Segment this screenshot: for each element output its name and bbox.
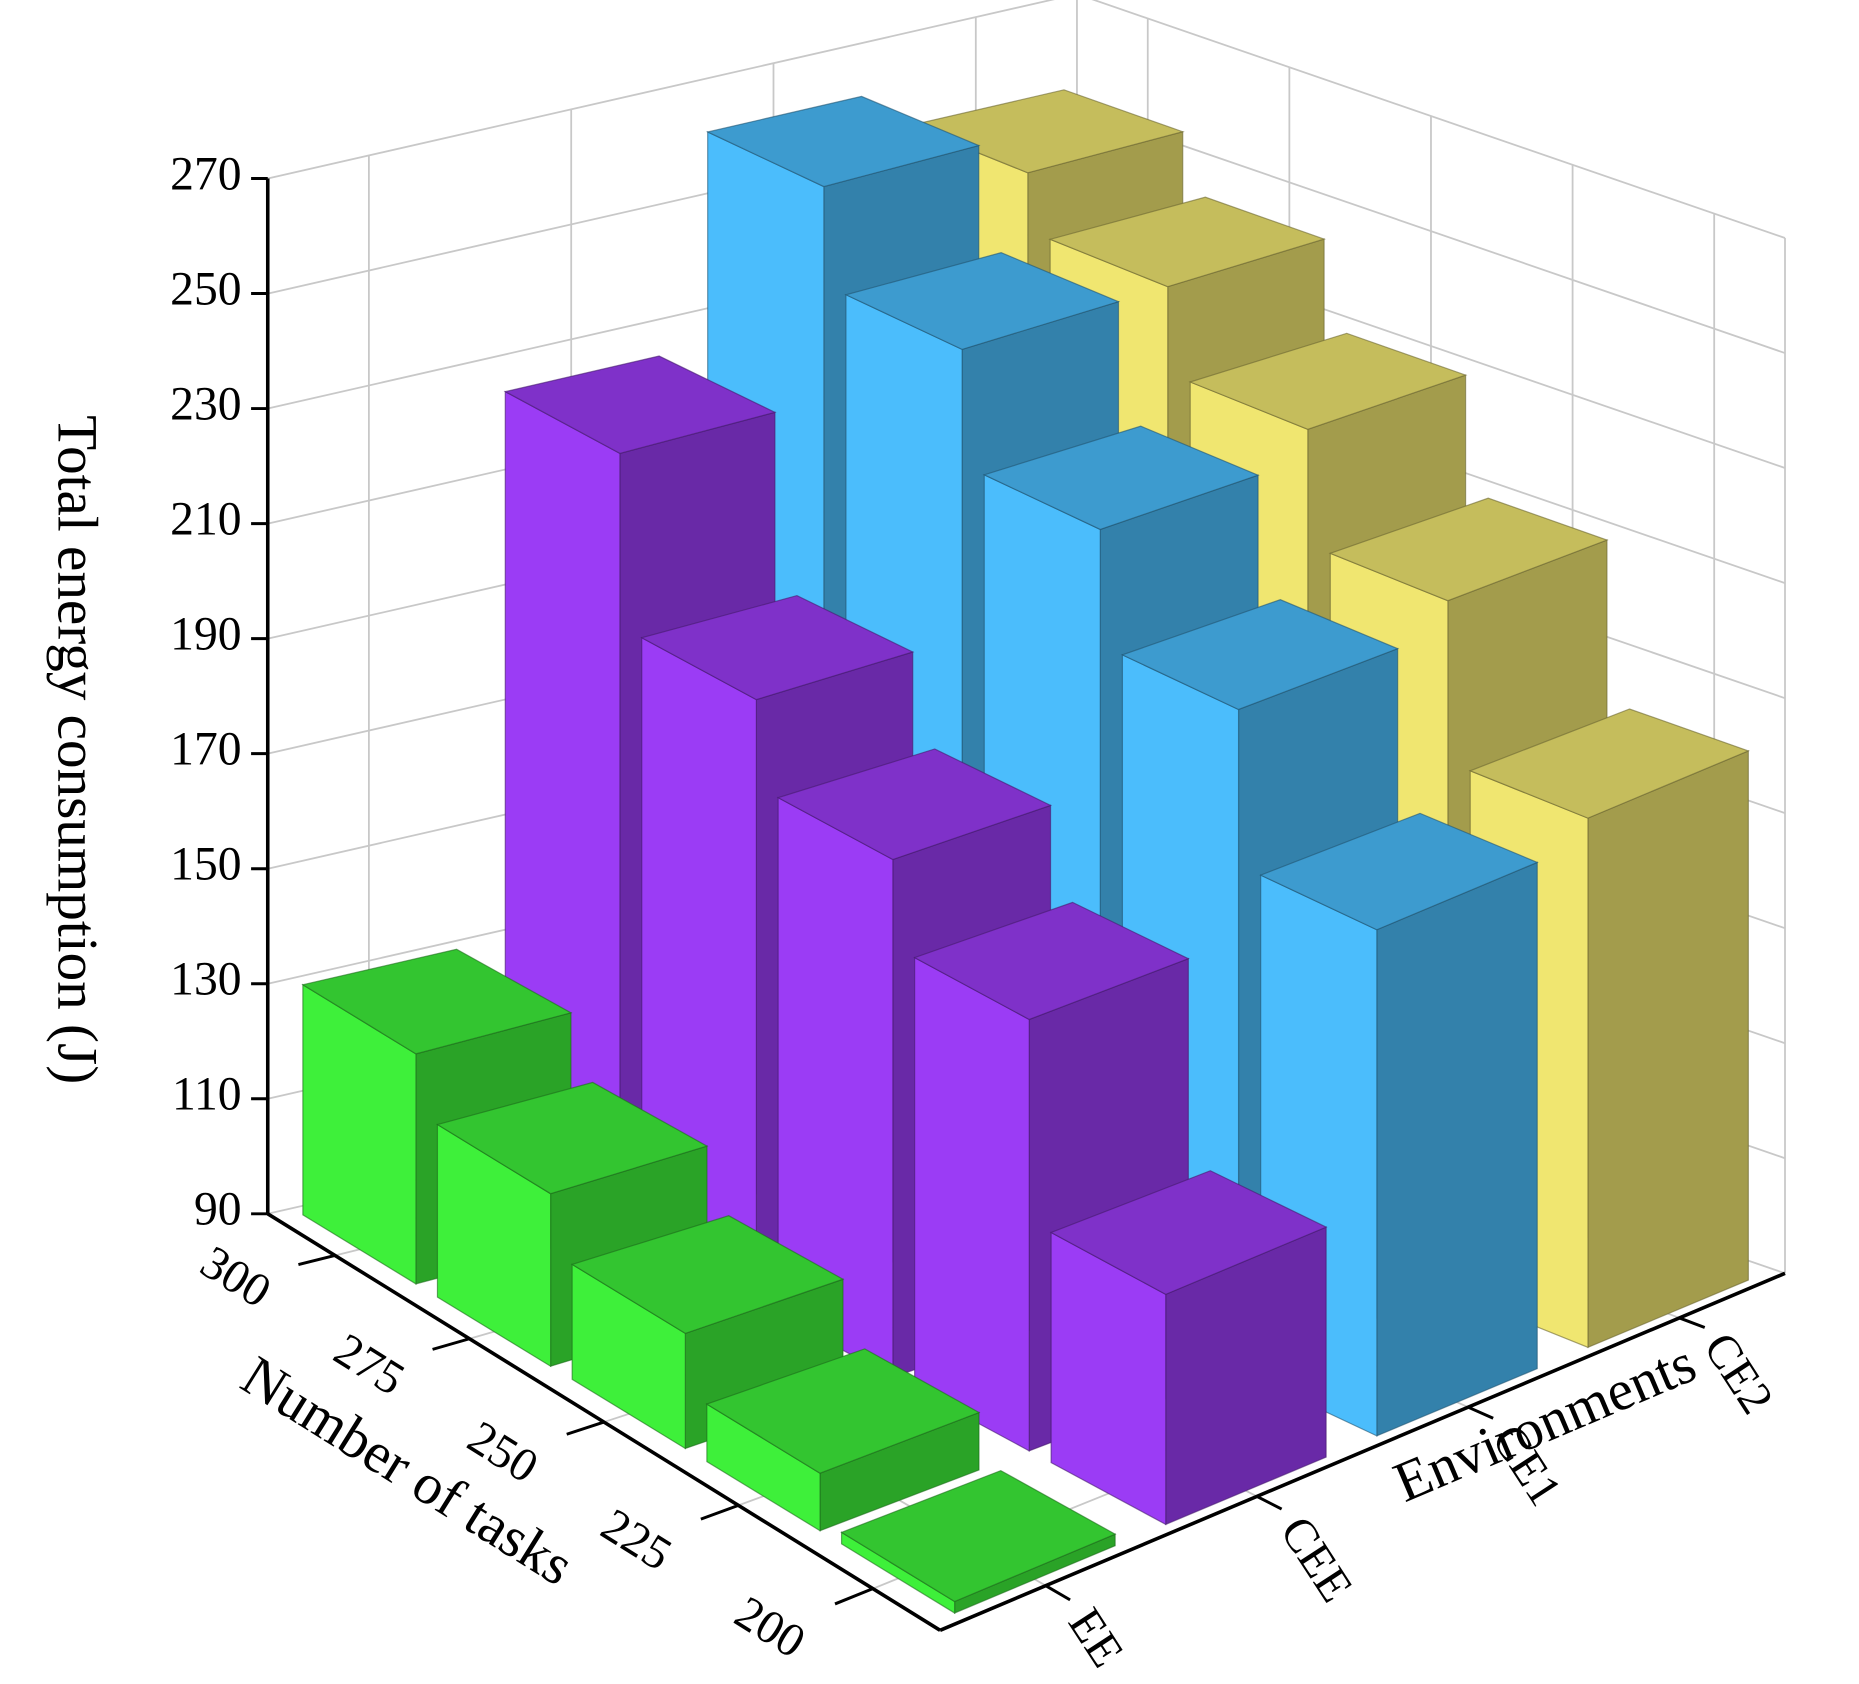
bar-top (1049, 1170, 1328, 1296)
bar-top (705, 1348, 981, 1474)
y-tick (1256, 1495, 1283, 1511)
z-tick-label: 150 (170, 839, 241, 891)
x-tick (566, 1420, 605, 1436)
y-tick-label: CEE (1270, 1508, 1363, 1612)
z-tick-label: 130 (170, 954, 241, 1006)
bar-side (1587, 749, 1749, 1349)
z-tick-label: 250 (170, 263, 241, 315)
bar-top (1468, 708, 1751, 819)
z-axis-title: Total energy consumption (J) (45, 415, 108, 1084)
bar-top (705, 95, 981, 188)
bar-top (776, 748, 1053, 861)
x-tick (298, 1254, 336, 1266)
bar-top (1259, 812, 1539, 931)
z-tick-label: 210 (170, 494, 241, 546)
bar-front (914, 956, 1030, 1452)
z-tick-label: 230 (170, 378, 241, 430)
bar-top (844, 252, 1121, 351)
y-tick-label: CE2 (1693, 1324, 1783, 1423)
plot: 9011013015017019021023025027030027525022… (45, 0, 1786, 1677)
bar-top (1048, 196, 1327, 288)
x-tick-label: 225 (592, 1499, 680, 1581)
bar-top (1120, 599, 1400, 711)
y-tick-label: EE (1058, 1599, 1133, 1676)
x-tick (834, 1587, 874, 1606)
bar-top (913, 901, 1190, 1021)
bar-top (435, 1081, 709, 1195)
z-tick-label: 270 (170, 148, 241, 200)
z-tick-label: 170 (170, 724, 241, 776)
bar-top (570, 1215, 845, 1335)
y-axis (939, 1271, 1786, 1632)
x-tick-label: 300 (192, 1236, 280, 1318)
bar-side (1376, 861, 1538, 1437)
x-tick (700, 1503, 739, 1521)
z-tick-label: 90 (194, 1184, 242, 1236)
bar-top (840, 1469, 1117, 1603)
bar-top (982, 425, 1260, 531)
bar-top (503, 355, 777, 455)
x-tick (432, 1337, 470, 1351)
y-tick (1044, 1584, 1071, 1602)
y-tick (1678, 1316, 1706, 1329)
bar-top (640, 594, 915, 701)
z-tick-label: 110 (172, 1069, 242, 1121)
bar-top (301, 948, 573, 1055)
bar-top (1188, 332, 1468, 430)
bar-top (1328, 497, 1609, 602)
grid-line (267, 0, 1786, 239)
x-axis (266, 1212, 942, 1632)
x-tick-label: 200 (726, 1587, 814, 1669)
y-tick (1467, 1405, 1494, 1420)
z-tick-label: 190 (170, 609, 241, 661)
